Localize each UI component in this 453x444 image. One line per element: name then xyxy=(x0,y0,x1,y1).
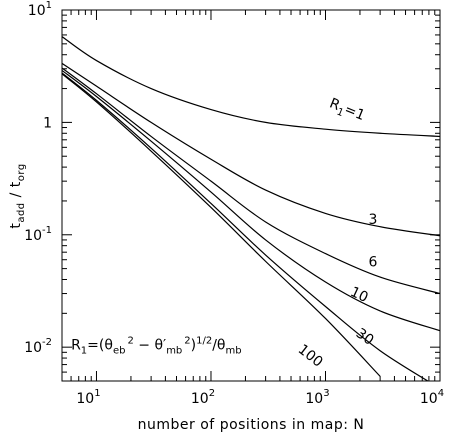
y-tick-label: 10-2 xyxy=(24,337,52,356)
curve-5 xyxy=(62,73,381,377)
curve-label-0: R1=1 xyxy=(326,95,367,126)
curve-label-2: 6 xyxy=(369,255,378,271)
curve-2 xyxy=(62,67,440,295)
curves xyxy=(62,36,440,381)
formula-text: R1=(θeb2 − θ′mb2)1/2/θmb xyxy=(71,336,242,357)
y-tick-label: 1 xyxy=(43,115,52,131)
curve-label-1: 3 xyxy=(369,212,378,228)
x-tick-label: 102 xyxy=(191,388,215,407)
curve-label-5: 100 xyxy=(295,342,326,371)
y-axis-label: tadd / torg xyxy=(8,163,27,228)
x-tick-label: 103 xyxy=(305,388,329,407)
x-tick-label: 101 xyxy=(76,388,100,407)
curve-4 xyxy=(62,72,430,381)
y-tick-label: 101 xyxy=(28,0,52,19)
y-tick-label: 10-1 xyxy=(24,225,52,244)
x-axis-label: number of positions in map: N xyxy=(138,417,365,433)
svg-text:tadd / torg: tadd / torg xyxy=(8,163,27,228)
curve-1 xyxy=(62,62,440,237)
plot-frame xyxy=(61,9,441,382)
curve-0 xyxy=(62,36,440,138)
tick-marks xyxy=(61,9,441,382)
curve-3 xyxy=(62,69,440,332)
curve-label-3: 10 xyxy=(348,284,371,306)
x-tick-label: 104 xyxy=(420,388,444,407)
formula-annotation: R1=(θeb2 − θ′mb2)1/2/θmb xyxy=(71,336,242,357)
